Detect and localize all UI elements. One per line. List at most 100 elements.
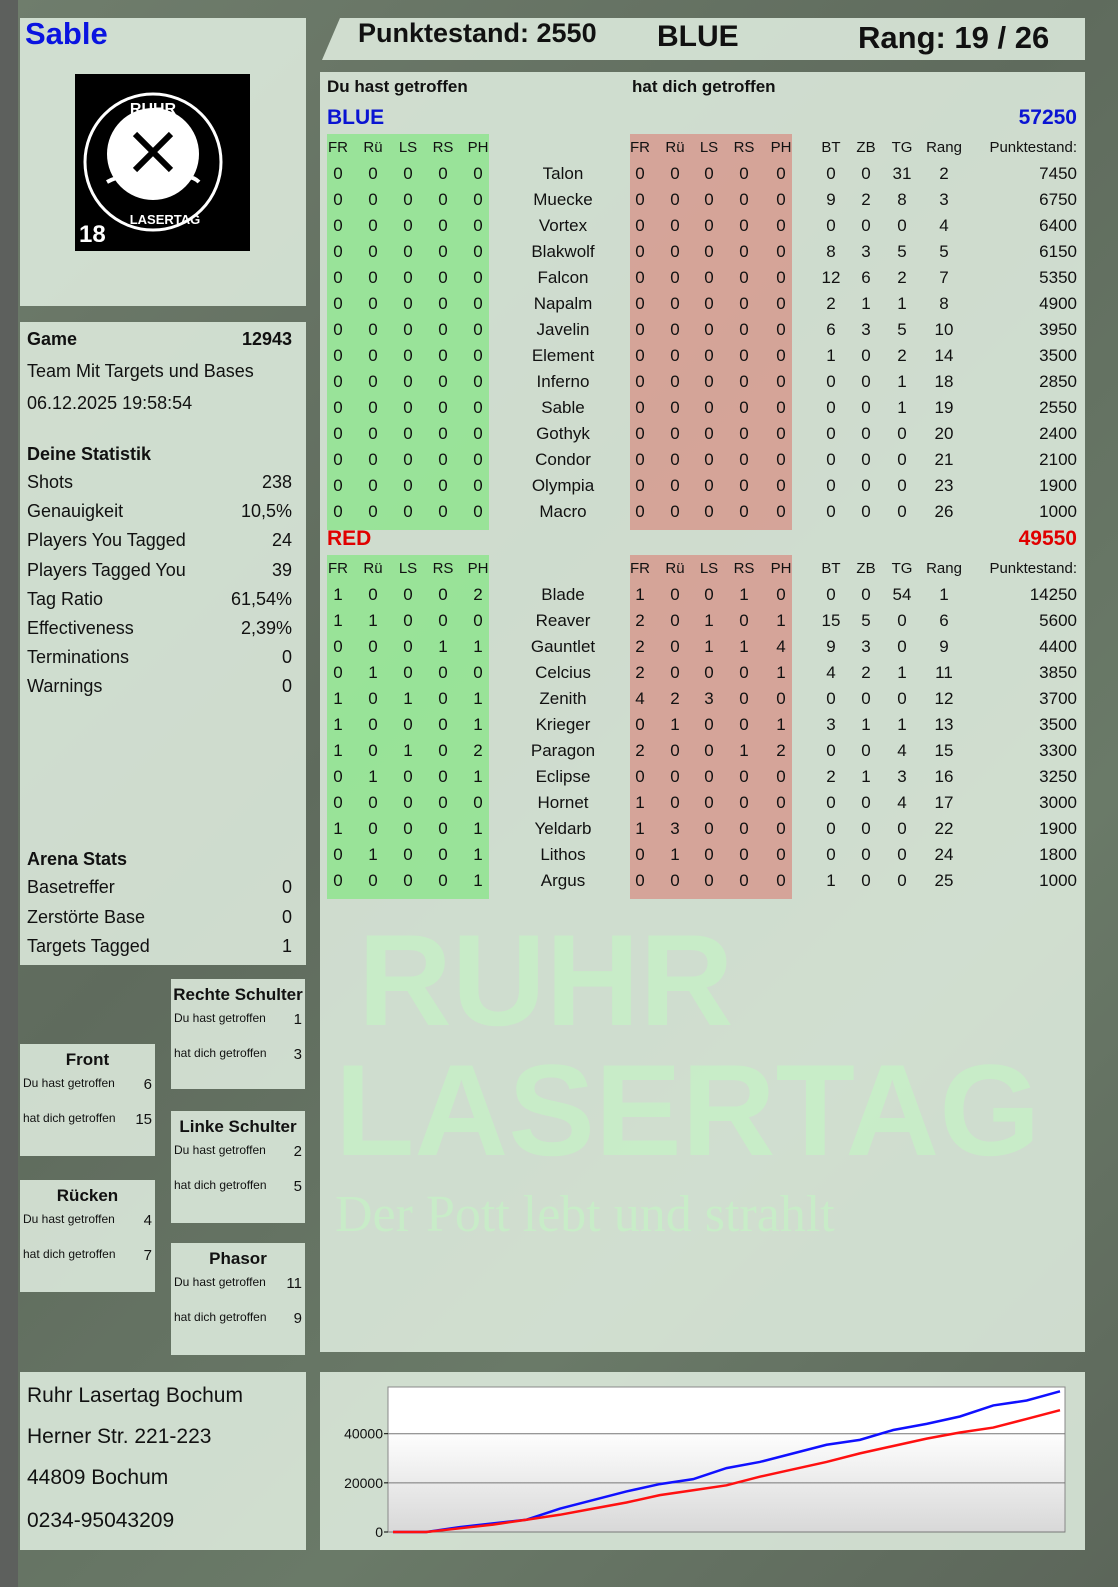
column-header: Rü: [665, 139, 685, 156]
stat-cell: 1: [897, 372, 907, 391]
arena-title: Arena Stats: [27, 849, 128, 869]
you-hit-cell: 0: [473, 424, 483, 443]
hit-you-cell: 0: [739, 164, 749, 183]
you-hit-cell: 0: [403, 585, 413, 604]
you-hit-cell: 2: [473, 741, 483, 760]
score-cell: 3300: [1039, 741, 1077, 760]
score-cell: 1900: [1039, 476, 1077, 495]
you-hit-cell: 0: [438, 320, 448, 339]
stat-cell: 6: [939, 611, 949, 630]
you-hit-cell: 0: [438, 845, 448, 864]
you-hit-cell: 0: [333, 320, 343, 339]
stat-cell: 0: [826, 689, 836, 708]
stat-row: Terminations 0: [27, 647, 292, 668]
stat-cell: 0: [826, 502, 836, 521]
stat-label: Players Tagged You: [27, 559, 186, 580]
plot-area: [387, 1386, 1066, 1533]
stat-cell: 1: [897, 398, 907, 417]
you-hit-cell: 0: [333, 450, 343, 469]
stat-cell: 23: [934, 476, 954, 495]
stat-cell: 5: [861, 611, 871, 630]
player-name-cell: Olympia: [531, 476, 595, 495]
stat-cell: 0: [897, 502, 907, 521]
game-stats-panel: [20, 322, 306, 965]
stat-cell: 31: [892, 164, 912, 183]
stat-cell: 1: [861, 294, 871, 313]
header-team: BLUE: [657, 20, 739, 53]
hit-you-cell: 0: [739, 663, 749, 682]
body-part-box: Linke Schulter Du hast getroffen 2 hat dich…: [171, 1111, 305, 1223]
stat-label: Shots: [27, 472, 74, 492]
you-hit-cell: 1: [473, 767, 483, 786]
stat-cell: 0: [826, 450, 836, 469]
you-hit-cell: 0: [368, 190, 378, 209]
stat-label: Effectiveness: [27, 618, 134, 638]
you-hit-cell: 0: [368, 294, 378, 313]
stat-cell: 0: [861, 871, 871, 890]
series-line-1: [393, 1409, 1061, 1534]
body-part-title: Rücken: [56, 1186, 119, 1205]
hit-you-cell: 0: [704, 320, 714, 339]
you-hit-cell: 0: [333, 476, 343, 495]
y-tick-label: 40000: [344, 1426, 383, 1442]
you-hit-cell: 0: [333, 372, 343, 391]
hit-you-cell: 0: [739, 294, 749, 313]
you-hit-cell: 0: [403, 767, 413, 786]
hit-you-cell: 0: [739, 767, 749, 786]
player-name-cell: Element: [531, 346, 595, 365]
stat-cell: 9: [939, 637, 949, 656]
you-hit-cell: 0: [403, 346, 413, 365]
hit-you-cell: 0: [776, 424, 786, 443]
hit-you-cell: 1: [739, 637, 749, 656]
hit-you-cell: 0: [670, 216, 680, 235]
stat-row: Genauigkeit 10,5%: [27, 501, 292, 522]
hit-you-cell: 0: [670, 190, 680, 209]
hit-you-cell: 0: [704, 424, 714, 443]
hit-you-cell: 0: [635, 424, 645, 443]
you-hit-cell: 1: [333, 715, 343, 734]
hit-you-cell: 1: [739, 585, 749, 604]
hit-you-label: hat dich getroffen: [632, 77, 776, 96]
hit-you-cell: 0: [670, 502, 680, 521]
hit-you-cell: 0: [704, 476, 714, 495]
score-cell: 2400: [1039, 424, 1077, 443]
player-name-cell: Celcius: [535, 663, 591, 682]
player-name-cell: Gauntlet: [530, 637, 596, 656]
body-part-box: Phasor Du hast getroffen 11 hat dich getrof…: [171, 1243, 305, 1355]
score-cell: 1000: [1039, 871, 1077, 890]
player-name-cell: Eclipse: [535, 767, 591, 786]
hit-you-cell: 3: [670, 819, 680, 838]
stat-cell: 0: [826, 845, 836, 864]
hit-you-cell: 0: [704, 845, 714, 864]
address-line-3: 44809 Bochum: [27, 1466, 169, 1489]
you-hit-cell: 0: [368, 450, 378, 469]
stat-row: Players You Tagged 24: [27, 530, 292, 551]
you-hit-cell: 0: [403, 450, 413, 469]
column-header: RS: [432, 560, 454, 577]
y-tick-label: 20000: [344, 1475, 383, 1491]
hit-you-cell: 2: [635, 611, 645, 630]
hit-you-cell: 0: [776, 450, 786, 469]
stat-cell: 3: [939, 190, 949, 209]
stat-cell: 0: [897, 871, 907, 890]
stat-cell: 15: [934, 741, 954, 760]
body-part-box: Rechte Schulter Du hast getroffen 1 hat dic…: [171, 979, 305, 1089]
score-cell: 7450: [1039, 164, 1077, 183]
you-hit-cell: 0: [473, 398, 483, 417]
you-hit-cell: 0: [333, 767, 343, 786]
hit-you-cell: 0: [704, 715, 714, 734]
got-label: hat dich getroffen: [23, 1247, 116, 1261]
stat-cell: 1: [897, 663, 907, 682]
stats-title: Deine Statistik: [27, 444, 152, 464]
you-hit-cell: 0: [333, 268, 343, 287]
arena-row: Targets Tagged 1: [27, 936, 292, 957]
you-hit-cell: 1: [333, 611, 343, 630]
hit-you-cell: 0: [635, 294, 645, 313]
you-hit-cell: 0: [438, 871, 448, 890]
stat-label: Tag Ratio: [27, 588, 104, 609]
got-label: hat dich getroffen: [174, 1310, 267, 1324]
hit-you-cell: 0: [739, 611, 749, 630]
team-name: BLUE: [327, 106, 385, 129]
got-value: 3: [293, 1046, 302, 1063]
hit-you-cell: 0: [704, 741, 714, 760]
